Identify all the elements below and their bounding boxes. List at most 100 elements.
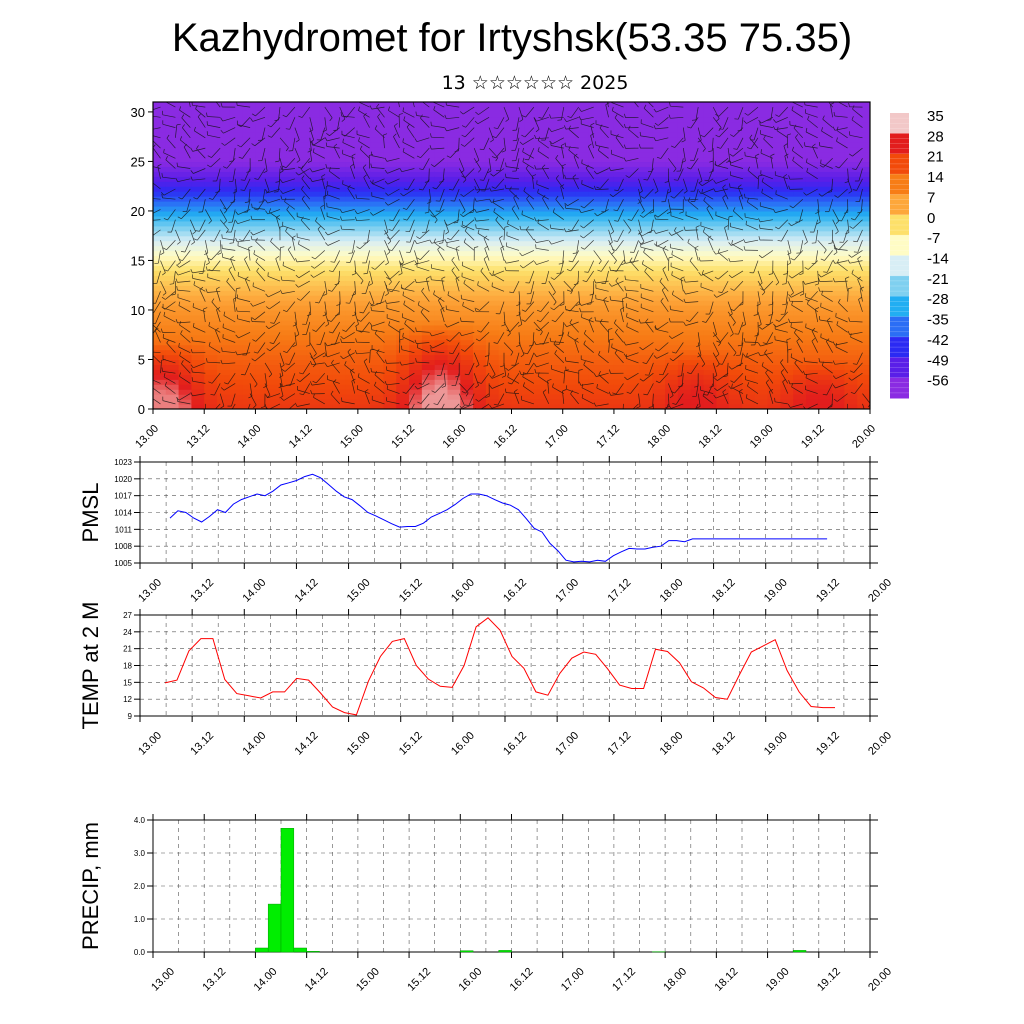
wind-barb (247, 403, 251, 409)
heatmap-cell (626, 205, 641, 212)
heatmap-cell (178, 349, 193, 356)
heatmap-cell (396, 329, 410, 336)
wind-barb (476, 188, 490, 191)
heatmap-cell (165, 349, 180, 356)
heatmap-cell (204, 379, 218, 385)
heatmap-cell (332, 359, 346, 366)
heatmap-cell (204, 295, 218, 301)
wind-barb-flag (420, 308, 424, 313)
wind-barb (153, 140, 161, 149)
heatmap-cell (357, 364, 372, 370)
heatmap-cell (780, 240, 794, 247)
heatmap-cell (652, 349, 666, 356)
wind-barb (312, 168, 325, 173)
heatmap-cell (741, 404, 756, 409)
heatmap-cell (255, 171, 269, 177)
heatmap-cell (229, 290, 244, 296)
heatmap-cell (665, 136, 679, 143)
wind-barb (473, 158, 482, 170)
wind-barb-flag (347, 185, 351, 189)
wind-barb-flag (400, 192, 404, 197)
heatmap-cell (293, 349, 308, 356)
heatmap-cell (421, 250, 436, 257)
heatmap-cell (767, 334, 781, 341)
heatmap-cell (178, 399, 193, 405)
heatmap-cell (575, 334, 589, 341)
heatmap-cell (242, 399, 257, 405)
heatmap-cell (639, 166, 653, 172)
heatmap-cell (306, 131, 321, 138)
heatmap-cell (421, 319, 436, 326)
heatmap-cell (498, 374, 513, 380)
heatmap-cell (690, 250, 705, 257)
wind-barb-flag (487, 170, 492, 174)
wind-barb (421, 290, 430, 302)
heatmap-cell (255, 324, 269, 331)
heatmap-cell (601, 300, 615, 306)
heatmap-cell (165, 404, 180, 409)
heatmap-cell (793, 384, 807, 390)
heatmap-cell (524, 285, 538, 291)
heatmap-cell (729, 116, 743, 123)
wind-barb (179, 109, 191, 118)
heatmap-cell (767, 230, 781, 237)
heatmap-cell (409, 285, 423, 291)
heatmap-cell (421, 240, 436, 247)
heatmap-cell (677, 374, 692, 380)
wind-barb (446, 116, 460, 120)
wind-barb-flag (253, 250, 256, 255)
heatmap-cell (626, 349, 641, 356)
heatmap-cell (844, 111, 858, 118)
heatmap-cell (857, 394, 870, 400)
heatmap-cell (255, 220, 269, 227)
wind-barb (452, 178, 460, 191)
heatmap-cell (626, 102, 641, 108)
heatmap-cell (165, 260, 180, 266)
wind-barb (402, 151, 415, 159)
wind-barb-flag (207, 257, 212, 261)
heatmap-cell (729, 285, 743, 291)
heatmap-cell (281, 265, 295, 271)
heatmap-cell (178, 384, 193, 390)
heatmap-cell (780, 290, 794, 296)
heatmap-cell (165, 344, 180, 351)
wind-barb (327, 379, 340, 384)
heatmap-cell (191, 399, 205, 405)
heatmap-cell (601, 314, 615, 321)
wind-barb (311, 383, 325, 386)
wind-barb-flag (147, 348, 148, 352)
heatmap-cell (383, 260, 397, 266)
heatmap-cell (741, 295, 756, 301)
wind-barb (153, 379, 161, 384)
heatmap-cell (780, 334, 794, 341)
heatmap-cell (818, 240, 833, 247)
heatmap-cell (665, 369, 679, 375)
wind-barb (158, 250, 161, 264)
heatmap-cell (345, 225, 359, 232)
heatmap-cell (549, 215, 564, 222)
heatmap-cell (831, 270, 845, 276)
heatmap-cell (601, 290, 615, 296)
heatmap-cell (370, 111, 385, 118)
heatmap-cell (857, 260, 870, 266)
heatmap-cell (690, 186, 705, 192)
heatmap-cell (844, 136, 858, 143)
heatmap-cell (229, 329, 244, 336)
heatmap-cell (588, 354, 602, 361)
heatmap-cell (473, 349, 487, 356)
heatmap-cell (549, 295, 564, 301)
wind-barb (324, 186, 327, 200)
wind-barb-flag (175, 271, 179, 276)
wind-barb (344, 127, 355, 137)
wind-barb (402, 295, 415, 302)
heatmap-cell (780, 230, 794, 237)
heatmap-cell (204, 369, 218, 375)
heatmap-cell (204, 181, 218, 187)
heatmap-cell (255, 329, 269, 336)
wind-barb-flag (492, 135, 497, 139)
heatmap-cell (716, 171, 730, 177)
heatmap-cell (409, 191, 423, 197)
heatmap-cell (434, 364, 449, 370)
heatmap-cell (498, 300, 513, 306)
wind-barb-flag (414, 240, 418, 244)
